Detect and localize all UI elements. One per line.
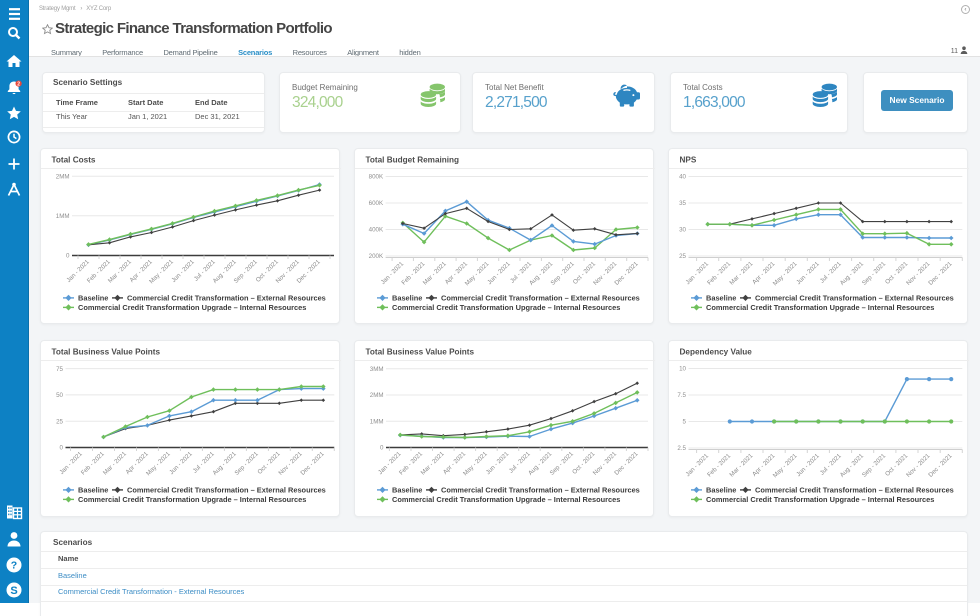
svg-text:Commercial Credit Transformati: Commercial Credit Transformation – Exter… (441, 294, 640, 303)
svg-text:25: 25 (56, 418, 63, 425)
svg-text:Total Budget Remaining: Total Budget Remaining (366, 156, 460, 165)
svg-text:Commercial Credit Transformati: Commercial Credit Transformation Upgrade… (706, 495, 934, 504)
svg-text:2MM: 2MM (370, 392, 384, 399)
svg-text:Jun - 2021: Jun - 2021 (795, 452, 821, 478)
svg-text:Dec - 2021: Dec - 2021 (613, 260, 640, 287)
svg-text:2: 2 (17, 82, 20, 88)
svg-text:Total Business Value Points: Total Business Value Points (366, 348, 475, 357)
svg-text:Baseline: Baseline (706, 294, 736, 303)
svg-text:Commercial Credit Transformati: Commercial Credit Transformation – Exter… (441, 486, 640, 495)
svg-text:May - 2021: May - 2021 (772, 260, 799, 287)
svg-text:50: 50 (56, 392, 63, 399)
svg-text:Commercial Credit Transformati: Commercial Credit Transformation Upgrade… (78, 495, 306, 504)
svg-text:Total Business Value Points: Total Business Value Points (52, 348, 161, 357)
svg-text:0: 0 (60, 445, 64, 452)
svg-text:Commercial Credit Transformati: Commercial Credit Transformation – Exter… (755, 294, 954, 303)
svg-text:1MM: 1MM (56, 213, 70, 220)
svg-text:2.5: 2.5 (677, 445, 686, 452)
svg-text:0: 0 (380, 445, 384, 452)
svg-text:35: 35 (679, 200, 686, 207)
svg-text:200K: 200K (369, 253, 384, 260)
svg-text:1MM: 1MM (370, 418, 384, 425)
svg-text:Commercial Credit Transformati: Commercial Credit Transformation Upgrade… (392, 303, 620, 312)
svg-text:Jun - 2021: Jun - 2021 (486, 260, 512, 286)
svg-text:Baseline: Baseline (78, 486, 108, 495)
svg-text:Jun - 2021: Jun - 2021 (485, 450, 511, 476)
svg-text:Commercial Credit Transformati: Commercial Credit Transformation Upgrade… (78, 303, 306, 312)
svg-text:0: 0 (66, 253, 70, 260)
svg-text:Total Costs: Total Costs (52, 156, 96, 165)
svg-text:Dependency Value: Dependency Value (680, 348, 753, 357)
svg-text:Jun - 2021: Jun - 2021 (795, 260, 821, 286)
svg-text:2MM: 2MM (56, 173, 70, 180)
svg-text:Baseline: Baseline (706, 486, 736, 495)
svg-text:Mar - 2021: Mar - 2021 (728, 452, 755, 479)
svg-text:Commercial Credit Transformati: Commercial Credit Transformation – Exter… (127, 294, 326, 303)
svg-text:Commercial Credit Transformati: Commercial Credit Transformation – Exter… (755, 486, 954, 495)
svg-text:Sep - 2021: Sep - 2021 (861, 452, 888, 479)
svg-text:S: S (10, 585, 17, 597)
svg-text:Baseline: Baseline (392, 486, 422, 495)
svg-text:Mar - 2021: Mar - 2021 (728, 260, 755, 287)
svg-text:40: 40 (679, 174, 686, 181)
svg-text:25: 25 (679, 253, 686, 260)
svg-text:Dec - 2021: Dec - 2021 (299, 450, 326, 477)
svg-text:7.5: 7.5 (677, 392, 686, 399)
svg-text:400K: 400K (369, 227, 384, 234)
svg-text:30: 30 (679, 227, 686, 234)
svg-text:Sep - 2021: Sep - 2021 (233, 450, 260, 477)
svg-text:Dec - 2021: Dec - 2021 (613, 450, 640, 477)
svg-text:800K: 800K (369, 174, 384, 181)
svg-text:Sep - 2021: Sep - 2021 (861, 260, 888, 287)
svg-text:NPS: NPS (680, 156, 697, 165)
svg-text:May - 2021: May - 2021 (462, 450, 489, 477)
svg-text:Dec - 2021: Dec - 2021 (927, 452, 954, 479)
svg-text:Commercial Credit Transformati: Commercial Credit Transformation – Exter… (127, 486, 326, 495)
svg-text:3MM: 3MM (370, 366, 384, 373)
svg-text:Mar - 2021: Mar - 2021 (102, 450, 129, 477)
svg-text:May - 2021: May - 2021 (145, 450, 172, 477)
svg-text:Baseline: Baseline (78, 294, 108, 303)
svg-text:75: 75 (56, 366, 63, 373)
svg-text:600K: 600K (369, 200, 384, 207)
svg-text:Dec - 2021: Dec - 2021 (927, 260, 954, 287)
svg-text:5: 5 (683, 419, 687, 426)
svg-text:Jun - 2021: Jun - 2021 (170, 258, 196, 284)
svg-text:Baseline: Baseline (392, 294, 422, 303)
svg-text:Sep - 2021: Sep - 2021 (549, 450, 576, 477)
svg-text:10: 10 (679, 366, 686, 373)
svg-text:Commercial Credit Transformati: Commercial Credit Transformation Upgrade… (392, 495, 620, 504)
svg-text:May - 2021: May - 2021 (772, 452, 799, 479)
svg-text:Jun - 2021: Jun - 2021 (168, 450, 194, 476)
svg-text:Commercial Credit Transformati: Commercial Credit Transformation Upgrade… (706, 303, 934, 312)
svg-text:Sep - 2021: Sep - 2021 (549, 260, 576, 287)
svg-text:?: ? (11, 560, 17, 572)
